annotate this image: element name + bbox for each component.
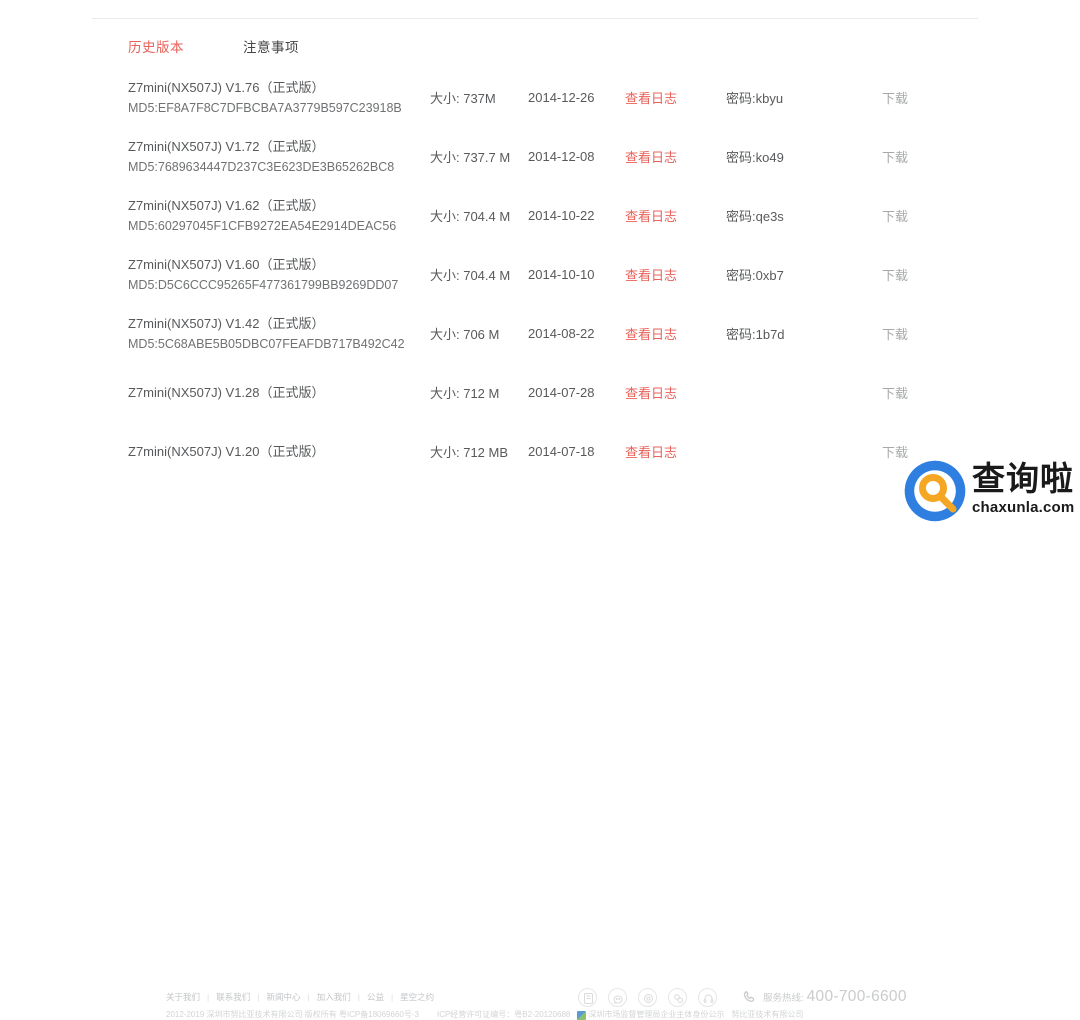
version-md5: MD5:EF8A7F8C7DFBCBA7A3779B597C23918B	[128, 100, 402, 115]
footer-link-about[interactable]: 关于我们	[166, 992, 201, 1002]
version-title: Z7mini(NX507J) V1.72（正式版）	[128, 138, 325, 154]
version-name-cell: Z7mini(NX507J) V1.76（正式版） MD5:EF8A7F8C7D…	[128, 68, 428, 127]
version-md5: MD5:5C68ABE5B05DBC07FEAFDB717B492C42	[128, 336, 405, 351]
footer-link-news[interactable]: 新闻中心	[266, 992, 301, 1002]
tab-notices[interactable]: 注意事项	[243, 40, 299, 55]
version-title: Z7mini(NX507J) V1.60（正式版）	[128, 256, 325, 272]
top-divider	[92, 18, 978, 19]
footer-link-join[interactable]: 加入我们	[316, 992, 351, 1002]
view-log-link[interactable]: 查看日志	[625, 445, 678, 460]
view-log-link[interactable]: 查看日志	[625, 327, 678, 342]
version-table: Z7mini(NX507J) V1.76（正式版） MD5:EF8A7F8C7D…	[0, 68, 1080, 481]
chaxunla-mark-icon	[904, 460, 966, 522]
footer-link-charity[interactable]: 公益	[366, 992, 384, 1002]
view-log-link[interactable]: 查看日志	[625, 209, 678, 224]
version-title: Z7mini(NX507J) V1.28（正式版）	[128, 384, 325, 400]
version-name-cell: Z7mini(NX507J) V1.28（正式版）	[128, 363, 428, 422]
version-date: 2014-10-22	[528, 208, 595, 223]
footer-link-row: 关于我们 | 联系我们 | 新闻中心 | 加入我们 | 公益 | 星空之约	[166, 992, 434, 1003]
wechat-icon[interactable]	[608, 988, 627, 1007]
version-date: 2014-07-28	[528, 385, 595, 400]
view-log-link[interactable]: 查看日志	[625, 386, 678, 401]
version-size: 大小: 704.4 M	[430, 209, 511, 224]
company-name: 努比亚技术有限公司	[731, 1010, 804, 1019]
table-row: Z7mini(NX507J) V1.42（正式版） MD5:5C68ABE5B0…	[0, 304, 1080, 363]
footer-separator: |	[257, 992, 260, 1002]
footer-copyright-row: 2012-2019 深圳市努比亚技术有限公司 版权所有 粤ICP备1806966…	[166, 1009, 803, 1020]
version-date: 2014-07-18	[528, 444, 595, 459]
version-title: Z7mini(NX507J) V1.20（正式版）	[128, 443, 325, 459]
watermark-text: 查询啦 chaxunla.com	[972, 460, 1074, 517]
version-md5: MD5:7689634447D237C3E623DE3B65262BC8	[128, 159, 395, 174]
weibo-circle-icon[interactable]	[638, 988, 657, 1007]
version-size: 大小: 706 M	[430, 327, 500, 342]
version-size: 大小: 737M	[430, 91, 496, 106]
view-log-link[interactable]: 查看日志	[625, 268, 678, 283]
version-password: 密码:1b7d	[726, 327, 785, 342]
watermark-cn: 查询啦	[972, 459, 1074, 498]
version-md5: MD5:D5C6CCC95265F477361799BB9269DD07	[128, 277, 399, 292]
footer-separator: |	[357, 992, 360, 1002]
hotline-label: 服务热线:	[763, 993, 804, 1004]
footer-separator: |	[207, 992, 210, 1002]
table-row: Z7mini(NX507J) V1.20（正式版） 大小: 712 MB 201…	[0, 422, 1080, 481]
watermark-en: chaxunla.com	[972, 499, 1075, 516]
download-link[interactable]: 下载	[882, 386, 909, 401]
version-date: 2014-08-22	[528, 326, 595, 341]
copyright-text: 2012-2019 深圳市努比亚技术有限公司 版权所有 粤ICP备1806966…	[166, 1010, 419, 1019]
version-size: 大小: 712 M	[430, 386, 500, 401]
version-size: 大小: 704.4 M	[430, 268, 511, 283]
table-row: Z7mini(NX507J) V1.60（正式版） MD5:D5C6CCC952…	[0, 245, 1080, 304]
footer-link-starry-pact[interactable]: 星空之约	[400, 992, 435, 1002]
footer-link-contact[interactable]: 联系我们	[216, 992, 251, 1002]
footer-separator: |	[390, 992, 394, 1002]
gov-disclosure-link[interactable]: 深圳市场监督管理局企业主体身份公示	[588, 1010, 725, 1019]
page-root: 历史版本 注意事项 Z7mini(NX507J) V1.76（正式版） MD5:…	[0, 18, 1080, 1020]
view-log-link[interactable]: 查看日志	[625, 150, 678, 165]
headset-icon[interactable]	[698, 988, 717, 1007]
version-date: 2014-12-26	[528, 90, 595, 105]
icp-license: ICP经营许可证编号：粤B2-20120688	[436, 1010, 571, 1019]
table-row: Z7mini(NX507J) V1.76（正式版） MD5:EF8A7F8C7D…	[0, 68, 1080, 127]
download-link[interactable]: 下载	[882, 327, 909, 342]
community-icon[interactable]	[668, 988, 687, 1007]
version-title: Z7mini(NX507J) V1.62（正式版）	[128, 197, 325, 213]
version-name-cell: Z7mini(NX507J) V1.62（正式版） MD5:60297045F1…	[128, 186, 428, 245]
weibo-icon[interactable]	[578, 988, 597, 1007]
table-row: Z7mini(NX507J) V1.62（正式版） MD5:60297045F1…	[0, 186, 1080, 245]
version-password: 密码:0xb7	[726, 268, 784, 283]
watermark-logo: 查询啦 chaxunla.com	[904, 456, 1076, 542]
version-title: Z7mini(NX507J) V1.42（正式版）	[128, 315, 325, 331]
hotline-number: 400-700-6600	[806, 988, 907, 1005]
version-name-cell: Z7mini(NX507J) V1.60（正式版） MD5:D5C6CCC952…	[128, 245, 428, 304]
download-link[interactable]: 下载	[882, 150, 909, 165]
tab-history-versions[interactable]: 历史版本	[128, 40, 184, 55]
download-link[interactable]: 下载	[882, 268, 909, 283]
version-name-cell: Z7mini(NX507J) V1.20（正式版）	[128, 422, 428, 481]
download-link[interactable]: 下载	[882, 209, 909, 224]
version-title: Z7mini(NX507J) V1.76（正式版）	[128, 79, 325, 95]
footer-separator: |	[307, 992, 310, 1002]
table-row: Z7mini(NX507J) V1.72（正式版） MD5:7689634447…	[0, 127, 1080, 186]
tab-bar: 历史版本 注意事项	[128, 36, 299, 56]
version-name-cell: Z7mini(NX507J) V1.42（正式版） MD5:5C68ABE5B0…	[128, 304, 428, 363]
version-md5: MD5:60297045F1CFB9272EA54E2914DEAC56	[128, 218, 397, 233]
table-row: Z7mini(NX507J) V1.28（正式版） 大小: 712 M 2014…	[0, 363, 1080, 422]
social-icon-row	[578, 988, 728, 1007]
version-name-cell: Z7mini(NX507J) V1.72（正式版） MD5:7689634447…	[128, 127, 428, 186]
service-hotline: 服务热线: 400-700-6600	[742, 988, 907, 1006]
version-size: 大小: 737.7 M	[430, 150, 511, 165]
phone-icon	[742, 989, 758, 1005]
version-password: 密码:kbyu	[726, 91, 784, 106]
gov-badge-icon	[577, 1010, 587, 1020]
version-password: 密码:ko49	[726, 150, 784, 165]
version-password: 密码:qe3s	[726, 209, 784, 224]
version-date: 2014-12-08	[528, 149, 595, 164]
download-link[interactable]: 下载	[882, 91, 909, 106]
view-log-link[interactable]: 查看日志	[625, 91, 678, 106]
download-link[interactable]: 下载	[882, 445, 909, 460]
version-size: 大小: 712 MB	[430, 445, 509, 460]
version-date: 2014-10-10	[528, 267, 595, 282]
